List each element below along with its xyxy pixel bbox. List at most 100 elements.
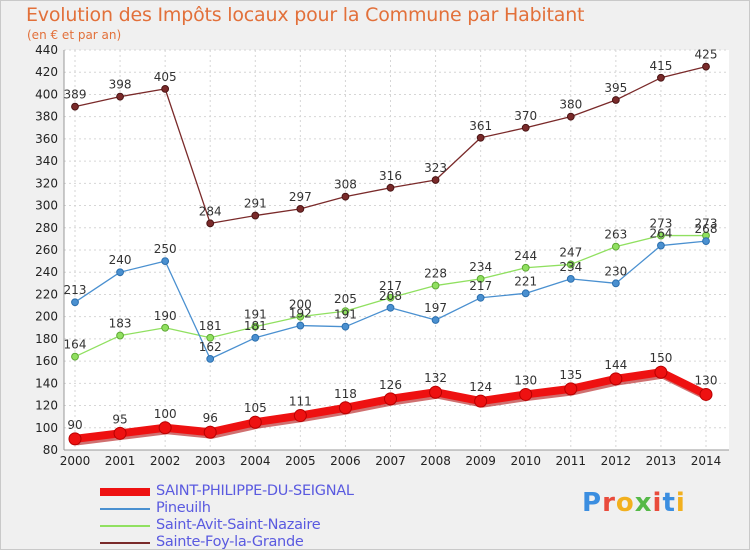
y-tick-label: 220 [35, 287, 58, 301]
data-point [386, 293, 395, 302]
data-point [476, 293, 485, 302]
data-label: 183 [109, 317, 132, 331]
logo-letter: i [652, 488, 663, 518]
data-label: 415 [649, 59, 672, 73]
y-tick-label: 420 [35, 65, 58, 79]
data-label: 135 [559, 368, 582, 382]
data-label: 191 [244, 308, 267, 322]
y-tick-label: 340 [35, 154, 58, 168]
data-label: 95 [112, 412, 127, 426]
data-label: 380 [559, 98, 582, 112]
legend-label: Pineuilh [156, 500, 211, 516]
data-point [521, 123, 530, 132]
y-tick-label: 260 [35, 243, 58, 257]
x-tick-label: 2003 [195, 454, 226, 468]
data-label: 221 [514, 274, 537, 288]
data-label: 126 [379, 378, 402, 392]
data-point [564, 382, 578, 396]
y-tick-label: 300 [35, 199, 58, 213]
data-point [431, 281, 440, 290]
data-point [251, 333, 260, 342]
data-point [611, 242, 620, 251]
y-axis: 80 100 120 140 160 180 200 220 240 260 280 300 320 34… [35, 43, 65, 457]
data-point [206, 333, 215, 342]
data-point [206, 219, 215, 228]
logo-letter: x [634, 488, 653, 518]
legend-swatch [100, 542, 150, 544]
logo-letter: i [675, 488, 686, 518]
data-point [116, 268, 124, 277]
data-point [519, 387, 533, 401]
data-point [206, 354, 215, 363]
data-label: 130 [695, 373, 718, 387]
data-label: 105 [244, 401, 267, 415]
data-point [657, 231, 665, 240]
data-label: 284 [199, 204, 222, 218]
data-label: 361 [469, 119, 492, 133]
data-point [657, 241, 665, 250]
data-label: 291 [244, 197, 267, 211]
x-tick-label: 2008 [420, 454, 451, 468]
data-label: 395 [604, 81, 627, 95]
data-point [116, 92, 124, 101]
logo-letter: P [582, 488, 603, 518]
data-label: 234 [469, 260, 492, 274]
chart-subtitle: (en € et par an) [27, 28, 122, 42]
data-label: 130 [514, 373, 537, 387]
y-tick-label: 240 [35, 265, 58, 279]
data-label: 181 [244, 319, 267, 333]
data-point [521, 263, 530, 272]
data-label: 240 [109, 253, 132, 267]
x-tick-label: 2001 [105, 454, 136, 468]
y-tick-label: 80 [43, 443, 58, 457]
data-point [158, 421, 172, 435]
data-label: 273 [649, 217, 672, 231]
data-point [476, 133, 485, 142]
legend: SAINT-PHILIPPE-DU-SEIGNAL Pineuilh Saint-A… [100, 483, 440, 552]
data-point [429, 385, 443, 399]
data-point [476, 274, 485, 283]
data-point [566, 274, 575, 283]
data-label: 213 [64, 283, 87, 297]
x-tick-label: 2013 [646, 454, 677, 468]
data-label: 405 [154, 70, 177, 84]
series-layer [68, 62, 713, 446]
data-point [431, 316, 440, 324]
data-point [611, 96, 620, 104]
legend-label: Sainte-Foy-la-Grande [156, 534, 304, 550]
data-label: 208 [379, 289, 402, 303]
y-tick-label: 200 [35, 310, 58, 324]
y-tick-label: 400 [35, 87, 58, 101]
legend-label: Saint-Avit-Saint-Nazaire [156, 517, 321, 533]
data-point [71, 102, 79, 111]
data-label: 200 [289, 298, 312, 312]
legend-swatch [100, 525, 150, 527]
data-label: 389 [64, 88, 87, 102]
data-label: 323 [424, 161, 447, 175]
x-tick-label: 2012 [601, 454, 632, 468]
data-label: 190 [154, 309, 177, 323]
logo-letter: o [615, 488, 635, 518]
data-label: 308 [334, 178, 357, 192]
data-point [657, 73, 665, 82]
data-point [654, 365, 668, 379]
data-point [699, 387, 713, 401]
data-label: 111 [289, 395, 312, 409]
data-point [341, 192, 350, 201]
logo-letter: r [602, 488, 616, 518]
data-label: 96 [203, 411, 218, 425]
data-label: 205 [334, 292, 357, 306]
data-label: 234 [559, 260, 582, 274]
x-tick-label: 2014 [691, 454, 722, 468]
y-tick-label: 360 [35, 132, 58, 146]
data-point [251, 211, 260, 220]
legend-swatch [100, 508, 150, 510]
data-point [341, 322, 350, 331]
data-point [248, 415, 262, 429]
y-tick-label: 280 [35, 221, 58, 235]
legend-label: SAINT-PHILIPPE-DU-SEIGNAL [156, 483, 354, 499]
data-point [521, 289, 530, 298]
legend-swatch [100, 488, 150, 496]
y-tick-label: 180 [35, 332, 58, 346]
